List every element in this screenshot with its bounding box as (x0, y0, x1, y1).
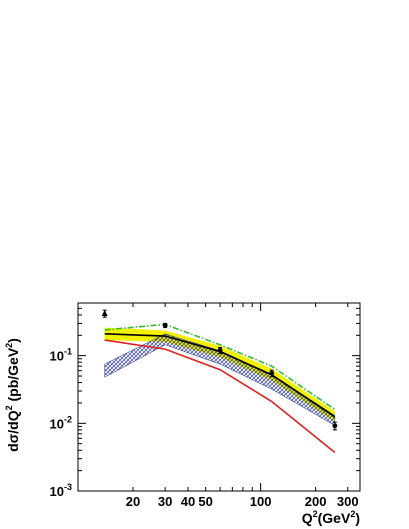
circle-marker (217, 347, 223, 353)
circle-marker (162, 322, 168, 328)
data-point-4 (269, 369, 275, 378)
uncertainty-bands (104, 327, 336, 426)
x-tick-label: 200 (305, 494, 327, 509)
circle-marker (332, 423, 338, 429)
yellow-band (104, 327, 335, 422)
y-axis-title: dσ/dQ2 (pb/GeV2) (4, 338, 21, 452)
x-tick-label: 100 (250, 494, 272, 509)
triangle-marker (101, 309, 108, 316)
circle-marker (269, 370, 275, 376)
axis-ticks (77, 303, 360, 492)
y-tick-labels: 10-1 10-2 10-3 (50, 347, 72, 499)
y-tick-label: 10-1 (50, 347, 72, 364)
plot-frame (77, 302, 361, 492)
x-axis-title: Q2(GeV2) (302, 509, 360, 526)
data-point-3 (217, 346, 223, 354)
x-tick-label: 300 (337, 494, 359, 509)
x-tick-label: 50 (198, 494, 212, 509)
data-point-2 (162, 322, 168, 329)
x-tick-label: 30 (158, 494, 172, 509)
x-tick-label: 20 (126, 494, 140, 509)
data-points (101, 309, 338, 431)
x-tick-label: 40 (181, 494, 195, 509)
x-tick-labels: 20 30 40 50 100 200 300 (126, 494, 359, 509)
series-line-1 (104, 323, 336, 411)
y-tick-label: 10-2 (50, 414, 72, 431)
y-tick-label: 10-3 (50, 482, 72, 499)
data-point-1 (101, 309, 108, 318)
data-point-5 (332, 421, 338, 431)
series-line-3 (104, 339, 336, 454)
